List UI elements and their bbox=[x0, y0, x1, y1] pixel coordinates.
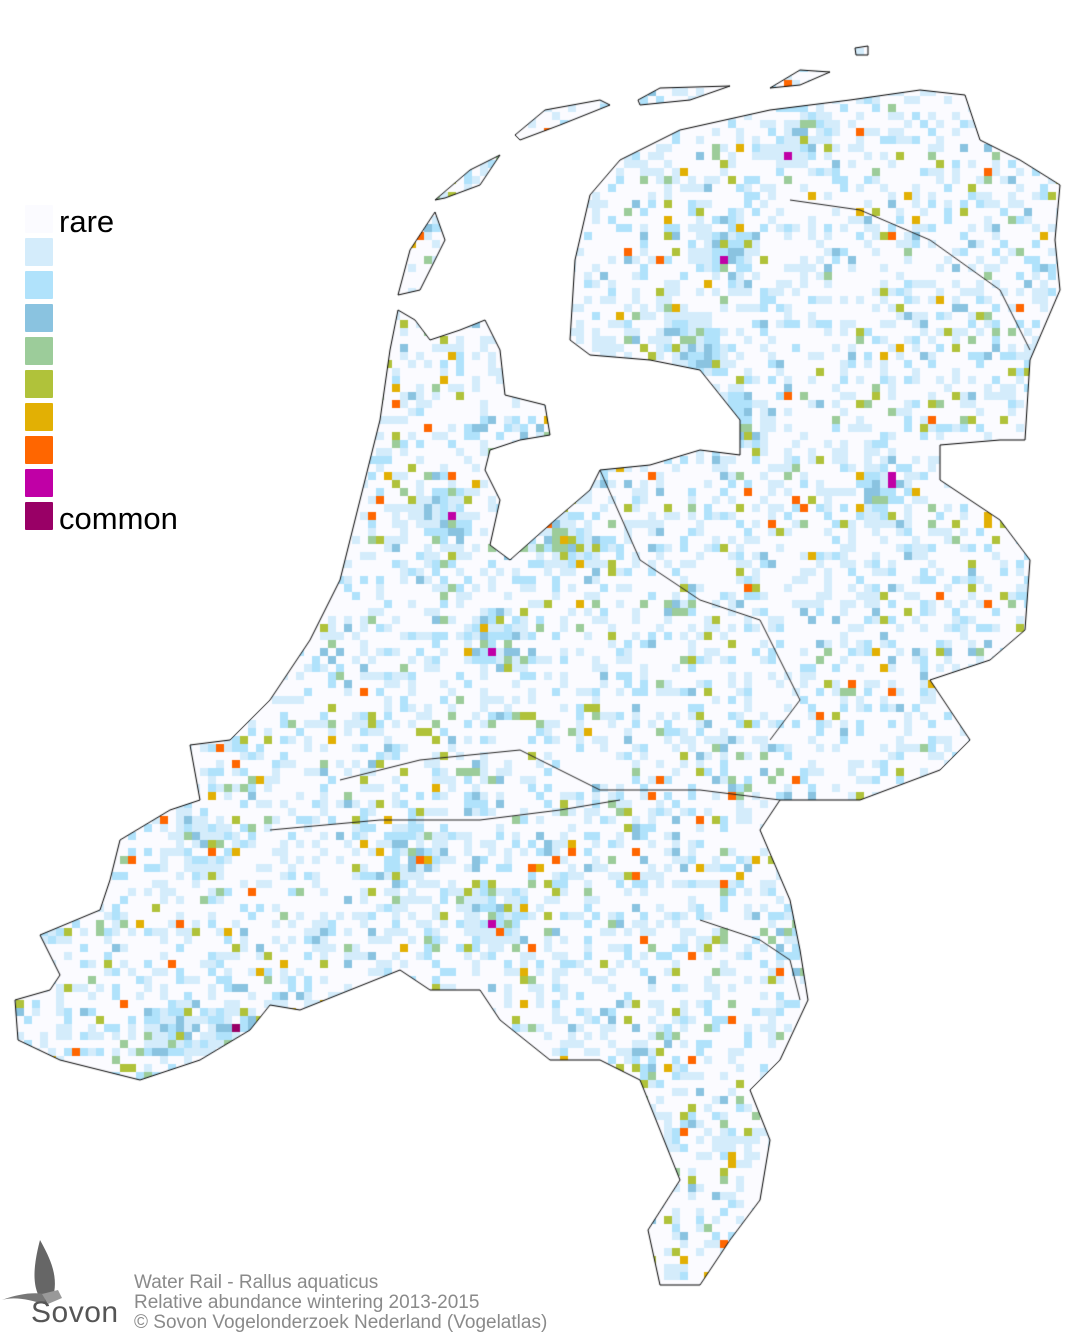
legend-swatch-7 bbox=[25, 403, 53, 431]
caption-copyright: © Sovon Vogelonderzoek Nederland (Vogela… bbox=[134, 1312, 548, 1333]
legend-swatch-4 bbox=[25, 304, 53, 332]
legend-swatch-6 bbox=[25, 370, 53, 398]
legend-rare-label: rare bbox=[59, 204, 115, 239]
map-caption: Water Rail - Rallus aquaticus Relative a… bbox=[134, 1273, 547, 1333]
legend-swatch-5 bbox=[25, 337, 53, 365]
legend-swatch-10 bbox=[25, 502, 53, 530]
caption-subtitle: Relative abundance wintering 2013-2015 bbox=[134, 1292, 480, 1313]
legend-swatch-3 bbox=[25, 271, 53, 299]
legend-common-label: common bbox=[59, 501, 178, 536]
legend-swatch-1 bbox=[25, 205, 53, 233]
caption-species: Water Rail - Rallus aquaticus bbox=[134, 1272, 379, 1293]
legend-swatch-2 bbox=[25, 238, 53, 266]
sovon-bird-logo-icon bbox=[2, 1240, 62, 1304]
legend-swatch-8 bbox=[25, 436, 53, 464]
legend-swatch-9 bbox=[25, 469, 53, 497]
sovon-logo-text: Sovon bbox=[31, 1296, 119, 1329]
